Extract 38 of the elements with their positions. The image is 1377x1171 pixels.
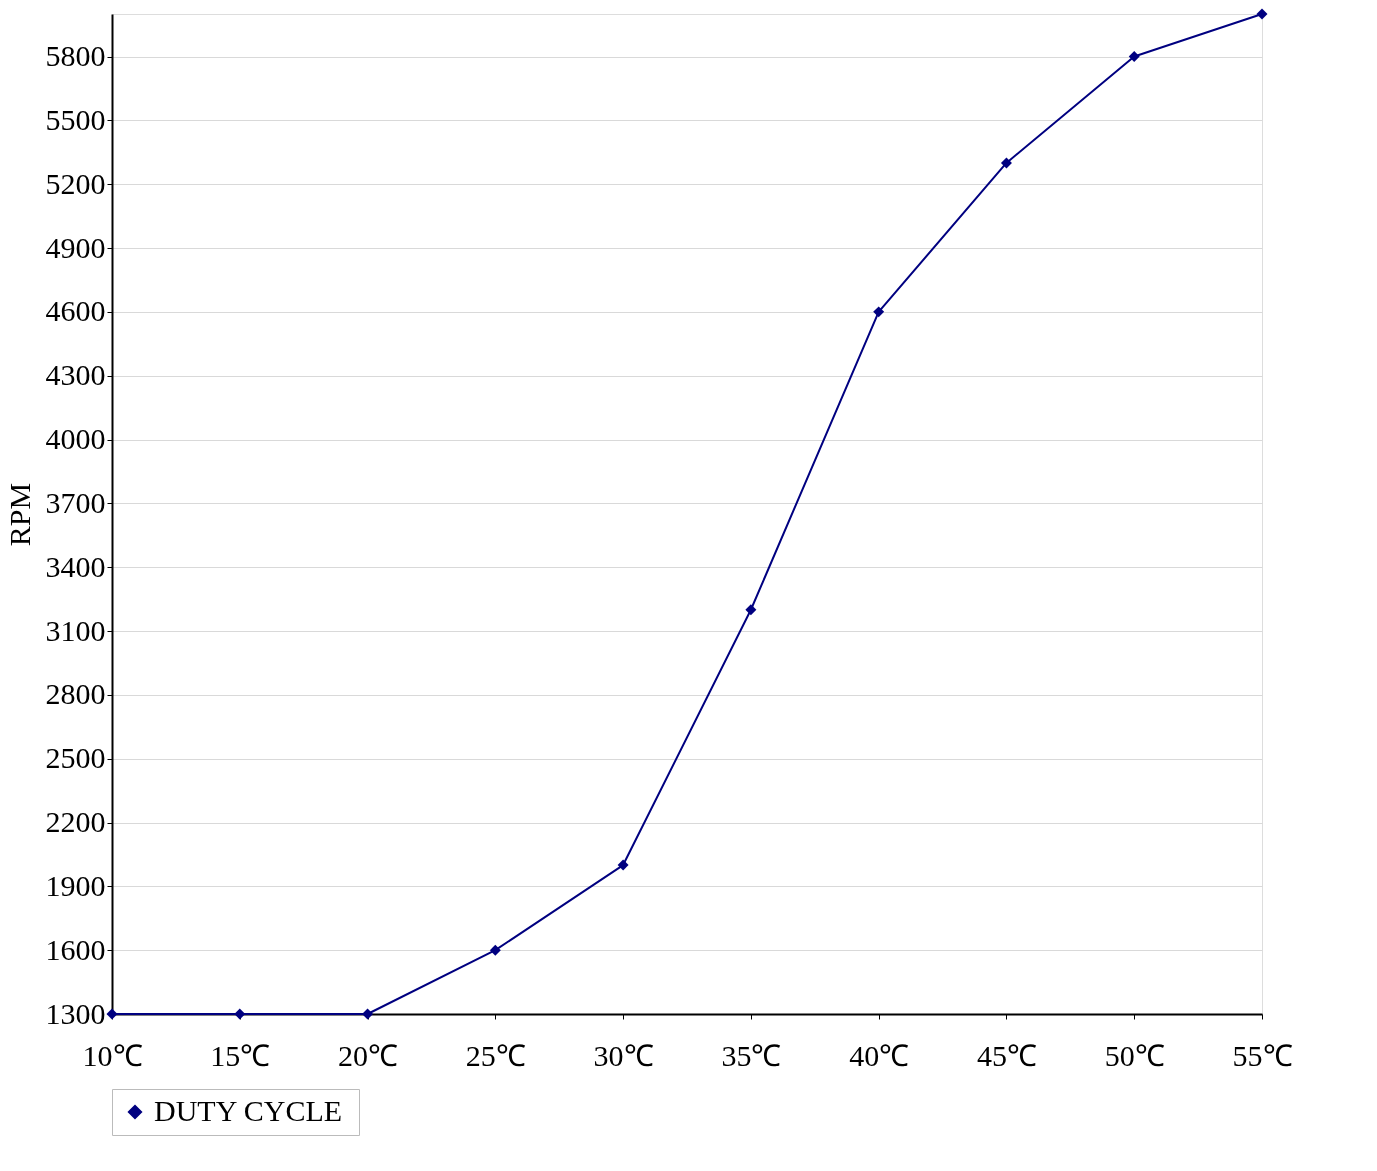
y-tick-label: 5200 bbox=[45, 166, 106, 200]
x-tick-label: 25℃ bbox=[465, 1038, 526, 1072]
y-tick-label: 4900 bbox=[45, 230, 106, 264]
x-tick-label: 10℃ bbox=[82, 1038, 143, 1072]
y-tick-label: 5800 bbox=[45, 39, 106, 73]
x-tick-label: 50℃ bbox=[1104, 1038, 1165, 1072]
y-tick-label: 2200 bbox=[45, 805, 106, 839]
y-tick-label: 5500 bbox=[45, 102, 106, 136]
point bbox=[106, 1008, 118, 1020]
point bbox=[617, 859, 629, 871]
point bbox=[234, 1008, 246, 1020]
point bbox=[1256, 8, 1268, 20]
y-tick-label: 3700 bbox=[45, 485, 106, 519]
y-tick-label: 1300 bbox=[45, 996, 106, 1030]
point bbox=[362, 1008, 374, 1020]
x-tick-label: 15℃ bbox=[210, 1038, 271, 1072]
x-tick-label: 55℃ bbox=[1232, 1038, 1293, 1072]
y-tick-label: 3400 bbox=[45, 549, 106, 583]
point bbox=[745, 604, 757, 616]
x-tick-label: 35℃ bbox=[721, 1038, 782, 1072]
x-tick-label: 45℃ bbox=[976, 1038, 1037, 1072]
y-tick-label: 1900 bbox=[45, 868, 106, 902]
x-tick-label: 30℃ bbox=[593, 1038, 654, 1072]
y-tick-label: 3100 bbox=[45, 613, 106, 647]
y-tick-label: 4000 bbox=[45, 422, 106, 456]
point bbox=[873, 306, 885, 318]
x-tick-label: 20℃ bbox=[338, 1038, 399, 1072]
point bbox=[489, 944, 501, 956]
point bbox=[1128, 51, 1140, 63]
y-tick-label: 4300 bbox=[45, 358, 106, 392]
x-tick-label: 40℃ bbox=[849, 1038, 910, 1072]
y-tick-label: 4600 bbox=[45, 294, 106, 328]
legend-label: DUTY CYCLE bbox=[154, 1094, 343, 1127]
y-tick-label: 2500 bbox=[45, 741, 106, 775]
y-tick-label: 2800 bbox=[45, 677, 106, 711]
y-axis-title: RPM bbox=[2, 482, 36, 547]
point bbox=[1000, 157, 1012, 169]
y-tick-label: 1600 bbox=[45, 932, 106, 966]
